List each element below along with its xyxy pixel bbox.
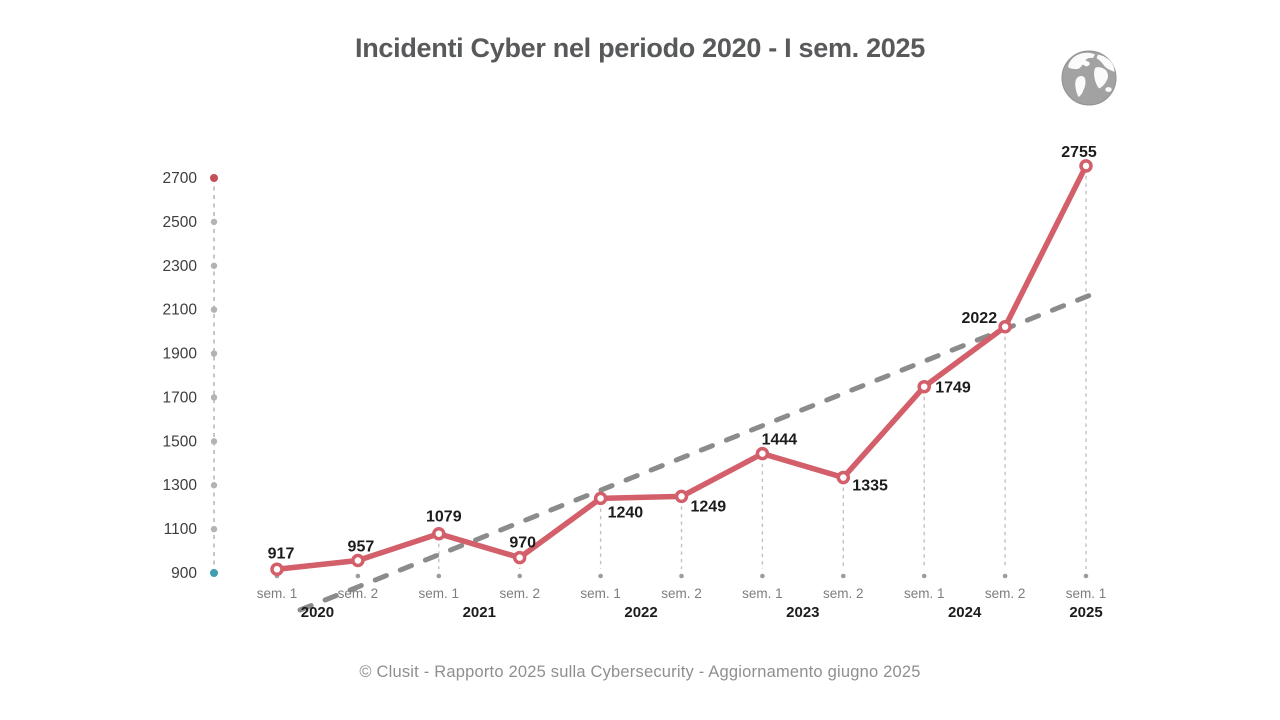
dropline-base-dot [760, 573, 765, 579]
y-axis-tick-dot [210, 482, 218, 489]
data-point-marker [432, 526, 446, 541]
y-axis-tick-label: 2700 [163, 170, 198, 187]
x-axis-year-label: 2023 [786, 604, 819, 621]
data-point-value-label: 1749 [935, 380, 971, 397]
data-point-value-label: 1444 [762, 432, 798, 449]
x-axis-sem-label: sem. 1 [904, 586, 945, 601]
dropline-base-dot [517, 573, 522, 579]
data-point-value-label: 1335 [852, 478, 888, 495]
y-axis-tick-label: 1300 [163, 477, 198, 494]
y-axis-tick-dot [210, 350, 218, 357]
data-point-marker [1079, 159, 1093, 173]
x-axis-year-label: 2022 [624, 604, 657, 621]
data-point-value-label: 2755 [1061, 144, 1097, 161]
y-axis-tick-label: 1700 [163, 389, 198, 406]
x-axis-year-label: 2021 [463, 604, 496, 621]
x-axis-sem-label: sem. 1 [1066, 586, 1107, 601]
data-point-marker [998, 320, 1012, 334]
data-point-value-label: 1079 [426, 509, 462, 526]
y-axis-tick-dot [210, 306, 218, 313]
x-axis-sem-label: sem. 1 [257, 586, 298, 601]
data-point-marker [351, 553, 365, 568]
y-axis-tick-label: 1900 [163, 346, 198, 363]
dropline-base-dot [1002, 573, 1008, 579]
dropline-base-dot [436, 573, 442, 579]
globe-landmass [1094, 67, 1108, 89]
x-axis-year-label: 2025 [1069, 604, 1102, 621]
data-point-marker [836, 470, 851, 485]
data-point-value-label: 917 [268, 545, 295, 562]
footer-credit: © Clusit - Rapporto 2025 sulla Cybersecu… [359, 663, 921, 681]
x-axis-sem-label: sem. 2 [661, 586, 702, 601]
data-point-marker [270, 562, 284, 577]
globe-landmass [1096, 54, 1115, 72]
y-axis-tick-dot [210, 218, 218, 226]
y-axis-tick-label: 2300 [163, 258, 198, 275]
dropline-base-dot [598, 573, 603, 579]
y-axis-tick-dot [210, 394, 218, 401]
x-axis-sem-label: sem. 1 [419, 586, 460, 601]
y-axis-bottom-dot [210, 569, 218, 577]
dropline-base-dot [679, 573, 684, 579]
y-axis-tick-label: 900 [171, 565, 197, 582]
y-axis-tick-dot [210, 262, 218, 269]
dropline-base-dot [841, 573, 846, 579]
x-axis-sem-label: sem. 2 [499, 586, 540, 601]
data-point-marker [917, 379, 931, 394]
data-point-marker [512, 550, 527, 565]
dropline-base-dot [355, 573, 361, 579]
x-axis-year-label: 2020 [301, 604, 334, 621]
y-axis-tick-label: 2500 [163, 214, 198, 231]
globe-landmass [1075, 76, 1086, 97]
data-point-value-label: 2022 [962, 310, 998, 327]
chart-title: Incidenti Cyber nel periodo 2020 - I sem… [355, 33, 925, 63]
x-axis-sem-label: sem. 2 [338, 586, 379, 601]
dropline-base-dot [921, 573, 927, 579]
dropline-base-dot [1083, 573, 1089, 579]
x-axis-sem-label: sem. 1 [580, 586, 621, 601]
data-point-marker [593, 491, 608, 506]
globe-landmass-australia [1105, 87, 1112, 92]
data-point-marker [674, 489, 689, 504]
y-axis-tick-label: 1500 [163, 433, 198, 450]
x-axis-year-label: 2024 [948, 604, 982, 621]
data-point-value-label: 970 [509, 535, 536, 552]
data-point-value-label: 957 [348, 538, 375, 555]
globe-landmass [1068, 52, 1095, 70]
y-axis-tick-label: 2100 [163, 302, 198, 319]
y-axis-tick-dot [210, 438, 218, 445]
x-axis-sem-label: sem. 1 [742, 586, 783, 601]
x-axis-sem-label: sem. 2 [823, 586, 864, 601]
trend-line [297, 289, 1101, 613]
y-axis-tick-label: 1100 [164, 521, 198, 538]
data-point-value-label: 1240 [608, 504, 644, 521]
y-axis-tick-dot [210, 525, 218, 533]
data-point-marker [755, 446, 770, 461]
y-axis-top-dot [210, 174, 218, 182]
globe-icon [1059, 47, 1119, 107]
x-axis-sem-label: sem. 2 [985, 586, 1026, 601]
globe-icon-svg [1061, 50, 1117, 106]
data-point-value-label: 1249 [691, 498, 727, 515]
